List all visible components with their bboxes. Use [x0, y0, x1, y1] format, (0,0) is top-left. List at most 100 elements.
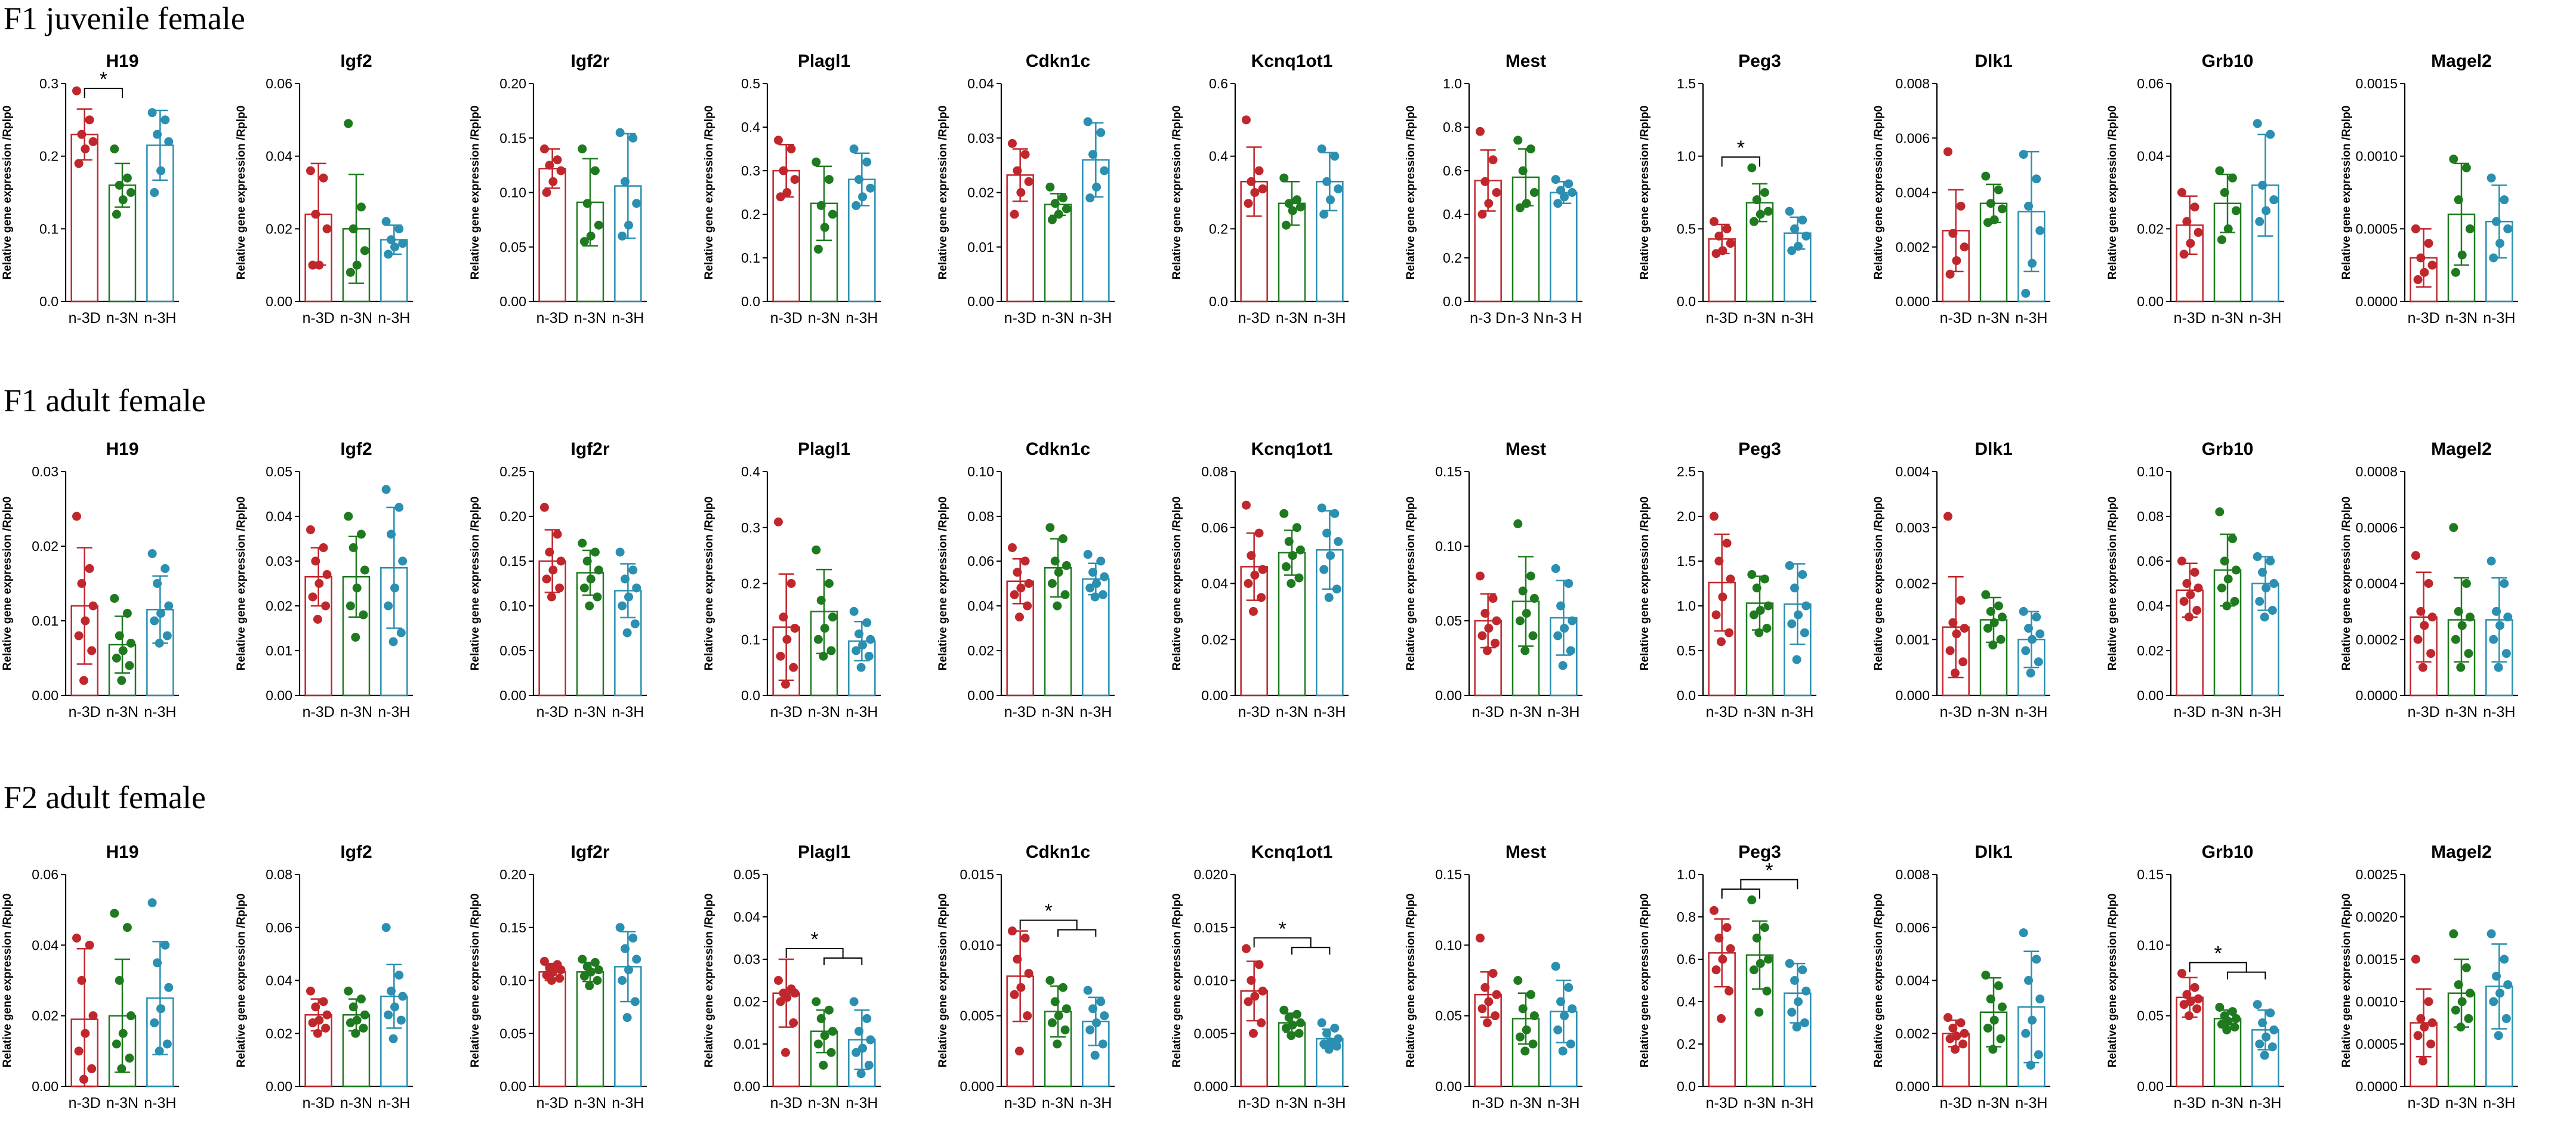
data-point [1787, 1008, 1797, 1017]
y-tick-label: 0.00 [266, 294, 292, 309]
data-point [1083, 986, 1093, 995]
y-tick-label: 0.002 [1895, 239, 1930, 255]
data-point [1248, 1028, 1258, 1038]
data-point [1054, 1011, 1063, 1021]
data-point [1551, 175, 1560, 184]
data-point [1324, 593, 1334, 602]
data-point [360, 1010, 369, 1020]
significance-star: * [1279, 917, 1287, 940]
significance-subbracket [2227, 971, 2266, 980]
data-point [381, 923, 391, 932]
y-tick-label: 0.04 [733, 909, 760, 925]
data-point [819, 1061, 828, 1070]
data-point [1709, 512, 1719, 521]
x-tick-label: n-3D [2174, 1095, 2206, 1111]
x-tick-label: n-3H [1781, 704, 1813, 720]
x-tick-label: n-3N [340, 704, 372, 720]
data-point [1722, 224, 1732, 233]
data-point [1760, 188, 1769, 197]
data-point [1244, 579, 1253, 588]
data-point [1726, 239, 1735, 248]
data-point [1792, 655, 1801, 664]
data-point [2019, 928, 2028, 938]
data-point [1326, 195, 1335, 205]
data-point [2192, 1004, 2202, 1014]
data-point [812, 157, 821, 167]
data-point [2427, 1018, 2437, 1027]
data-point [2190, 983, 2199, 992]
data-point [359, 1023, 368, 1033]
data-point [864, 1061, 874, 1070]
data-point [1062, 204, 1071, 214]
y-tick-label: 1.0 [1677, 598, 1696, 614]
y-tick-label: 0.06 [1201, 520, 1228, 535]
y-tick-label: 0.10 [2137, 464, 2164, 479]
y-tick-label: 0.02 [967, 643, 994, 658]
data-point [351, 1028, 360, 1038]
x-tick-label: n-3D [1238, 310, 1270, 327]
data-point [2424, 997, 2433, 1006]
panel-title: Dlk1 [1975, 842, 2012, 862]
x-tick-label: n-3D [770, 1095, 803, 1111]
significance-bracket [1721, 156, 1760, 167]
y-axis-label: Relative gene expression /Rplp0 [469, 497, 482, 670]
data-point [1096, 556, 1106, 566]
y-tick-label: 0.04 [2137, 149, 2164, 164]
y-tick-label: 0.15 [499, 553, 526, 569]
data-point [2269, 1025, 2279, 1034]
y-tick-label: 0.0015 [2356, 76, 2398, 91]
data-point [1254, 528, 1264, 538]
data-point [1292, 195, 1301, 205]
data-point [150, 188, 159, 197]
panel-1-kcnq1ot1: Kcnq1ot1 0.00 0.02 0.04 0.06 0.08 Relative gen… [1171, 439, 1349, 720]
data-point [2416, 253, 2426, 263]
panel-title: Cdkn1c [1026, 439, 1090, 459]
data-point [854, 629, 864, 639]
data-point [1986, 606, 1995, 616]
x-tick-label: n-3D [303, 1095, 335, 1111]
y-tick-label: 0.0 [741, 688, 760, 703]
y-tick-label: 0.000 [1895, 688, 1930, 703]
data-point [2186, 239, 2195, 248]
data-point [110, 594, 119, 603]
data-point [820, 624, 829, 633]
y-axis-label: Relative gene expression /Rplp0 [1639, 894, 1651, 1067]
data-point [2034, 657, 2043, 667]
data-point [125, 661, 134, 670]
data-point [828, 1027, 837, 1036]
panel-title: H19 [106, 842, 138, 862]
data-point [348, 543, 358, 552]
data-point [1284, 1013, 1294, 1023]
data-point [352, 260, 362, 270]
data-point [1762, 986, 1772, 996]
data-point [87, 646, 97, 655]
x-tick-label: n-3H [1781, 310, 1813, 327]
data-point [2418, 1056, 2427, 1066]
data-point [1050, 556, 1060, 566]
y-tick-label: 1.0 [1677, 149, 1696, 164]
data-point [1295, 545, 1305, 555]
y-tick-label: 1.5 [1677, 76, 1696, 91]
data-point [2032, 174, 2041, 184]
y-tick-label: 0.001 [1895, 632, 1930, 647]
data-point [2413, 1031, 2423, 1040]
data-point [1714, 934, 1724, 943]
y-tick-label: 0.10 [499, 973, 526, 988]
y-tick-label: 0.003 [1895, 520, 1930, 535]
data-point [1332, 1042, 1341, 1051]
data-point [156, 609, 166, 618]
x-tick-label: n-3D [536, 704, 569, 720]
x-tick-label: n-3H [612, 1095, 644, 1111]
data-point [1945, 646, 1955, 655]
data-point [2190, 568, 2199, 577]
data-point [1014, 612, 1024, 622]
y-tick-label: 0.4 [1209, 149, 1228, 164]
data-point [118, 195, 128, 205]
y-tick-label: 0.0008 [2356, 464, 2398, 479]
significance-bracket [1019, 919, 1078, 930]
data-point [1529, 594, 1539, 603]
y-tick-label: 0.02 [967, 185, 994, 201]
data-point [2461, 963, 2471, 972]
data-point [1088, 150, 1098, 159]
data-point [394, 224, 404, 233]
